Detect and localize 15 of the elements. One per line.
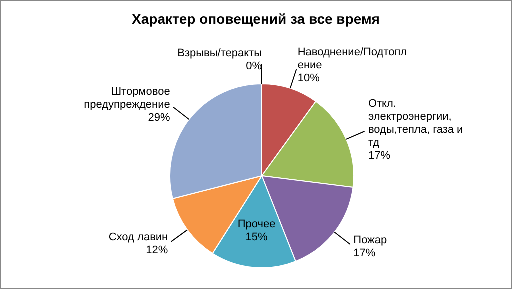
data-label: 29% [148,112,171,124]
data-label: 15% [246,231,268,244]
data-label: 17% [368,150,391,162]
slice-label: Сход лавин [108,232,168,244]
category-label: Взрывы/теракты [178,47,262,60]
data-label: 10% [298,72,320,85]
slice-label: Пожар [354,234,388,247]
slice-label: Штормовое предупреждение [84,86,170,111]
slice-label: Наводнение/Подтопление [298,46,408,72]
chart-title: Характер оповещений за все время [131,11,381,27]
slice-label: Прочее [238,218,276,230]
data-label: 17% [354,248,376,260]
slice-label: Откл. электроэнергии, воды,тепла, газа и тд [368,98,464,149]
data-label: 12% [146,244,168,257]
text: 0% [246,60,262,72]
